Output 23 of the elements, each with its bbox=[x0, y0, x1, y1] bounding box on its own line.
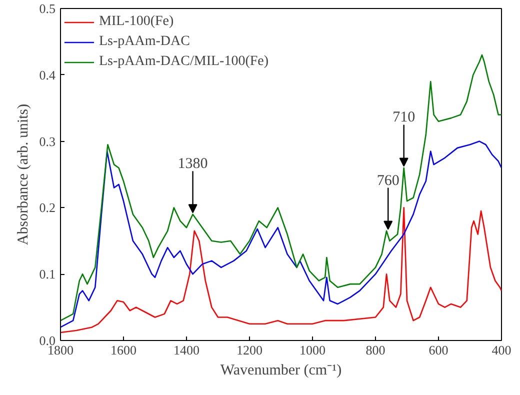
line-series bbox=[60, 140, 502, 328]
legend-label: MIL-100(Fe) bbox=[99, 14, 174, 30]
y-tick-label: 0.1 bbox=[39, 266, 56, 282]
y-tick-label: 0.5 bbox=[39, 1, 56, 16]
x-tick-label: 1000 bbox=[300, 342, 326, 358]
x-tick-label: 400 bbox=[492, 342, 512, 358]
legend-label: Ls-pAAm-DAC/MIL-100(Fe) bbox=[99, 54, 269, 70]
line-series bbox=[60, 54, 502, 322]
x-tick-label: 1200 bbox=[236, 342, 262, 358]
legend-label: Ls-pAAm-DAC bbox=[99, 34, 190, 50]
x-tick-label: 800 bbox=[366, 342, 386, 358]
x-axis-title: Wavenumber (cm⁻¹) bbox=[220, 362, 342, 378]
y-tick-label: 0.4 bbox=[39, 67, 56, 82]
y-tick-label: 0.3 bbox=[39, 134, 56, 149]
x-tick-label: 1400 bbox=[174, 342, 200, 358]
line-series bbox=[60, 207, 502, 334]
annotation: 1380 bbox=[178, 156, 208, 172]
annotation: 760 bbox=[376, 172, 400, 189]
y-tick-label: 0.2 bbox=[39, 200, 56, 216]
y-axis-title: Absorbance (arb. units) bbox=[15, 104, 32, 246]
x-tick-label: 600 bbox=[428, 342, 448, 358]
x-tick-label: 1600 bbox=[110, 342, 136, 358]
annotation: 710 bbox=[392, 110, 416, 126]
